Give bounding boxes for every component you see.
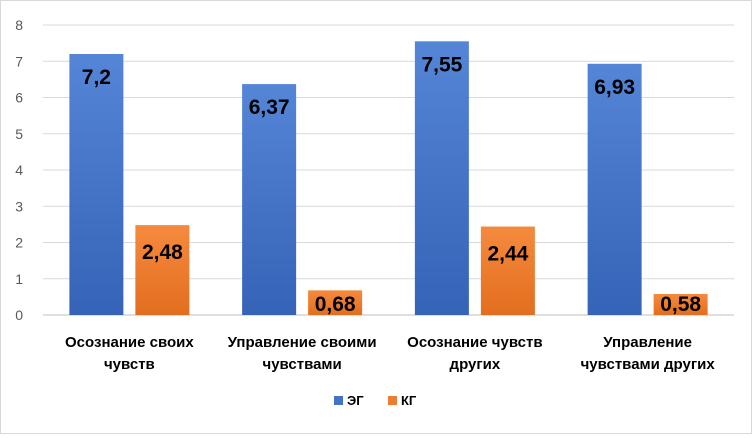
bar-kg-0 xyxy=(135,225,190,315)
x-category-label: Управление своими xyxy=(228,334,377,351)
data-label: 7,2 xyxy=(82,66,111,89)
data-label: 7,55 xyxy=(421,53,462,76)
y-tick-label: 5 xyxy=(15,126,23,142)
y-tick-label: 2 xyxy=(15,235,23,251)
y-tick-label: 8 xyxy=(15,17,23,33)
data-label: 0,58 xyxy=(660,293,701,316)
x-axis-category-labels: Осознание своих чувств Управление своими чу… xyxy=(65,334,715,373)
x-category-label: чувствами xyxy=(262,356,341,373)
bar-eg-0 xyxy=(69,54,124,315)
x-category-label: Управление xyxy=(603,334,692,351)
legend-swatch-eg xyxy=(334,396,343,405)
bar-eg-1 xyxy=(242,84,297,316)
data-label: 2,44 xyxy=(487,243,528,266)
y-tick-label: 0 xyxy=(15,307,23,323)
bar-kg-2 xyxy=(480,226,535,315)
bar-kg-1 xyxy=(308,290,363,315)
data-label: 0,68 xyxy=(315,293,356,316)
bars xyxy=(69,41,708,316)
bar-kg-3 xyxy=(653,293,708,315)
y-axis-tick-labels: 0 1 2 3 4 5 6 7 8 xyxy=(15,17,23,323)
x-category-label: Осознание чувств xyxy=(407,334,542,351)
y-tick-label: 1 xyxy=(15,271,23,287)
data-label: 6,37 xyxy=(249,96,290,119)
x-category-label: чувств xyxy=(104,356,155,373)
legend-label-kg[interactable]: КГ xyxy=(401,393,417,408)
data-labels: 7,2 2,48 6,37 0,68 7,55 2,44 6,93 0,58 xyxy=(82,53,702,316)
y-tick-label: 4 xyxy=(15,162,23,178)
bar-eg-2 xyxy=(414,41,469,315)
legend-label-eg[interactable]: ЭГ xyxy=(347,393,364,408)
x-category-label: Осознание своих xyxy=(65,334,194,351)
x-category-label: других xyxy=(450,356,501,373)
x-category-label: чувствами других xyxy=(581,356,716,373)
y-tick-label: 7 xyxy=(15,53,23,69)
legend-swatch-kg xyxy=(388,396,397,405)
data-label: 6,93 xyxy=(594,76,635,99)
y-tick-label: 6 xyxy=(15,90,23,106)
bar-eg-3 xyxy=(587,63,642,315)
y-tick-label: 3 xyxy=(15,198,23,214)
data-label: 2,48 xyxy=(142,241,183,264)
legend[interactable]: ЭГ КГ xyxy=(334,393,417,408)
